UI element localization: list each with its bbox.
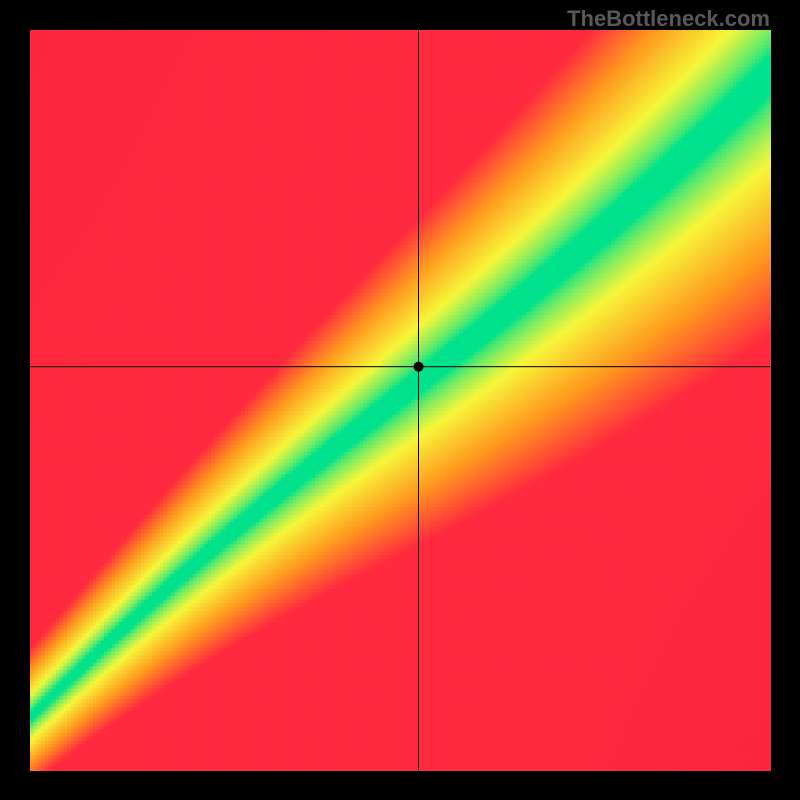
chart-container: TheBottleneck.com bbox=[0, 0, 800, 800]
heatmap-canvas bbox=[0, 0, 800, 800]
watermark-text: TheBottleneck.com bbox=[567, 6, 770, 32]
